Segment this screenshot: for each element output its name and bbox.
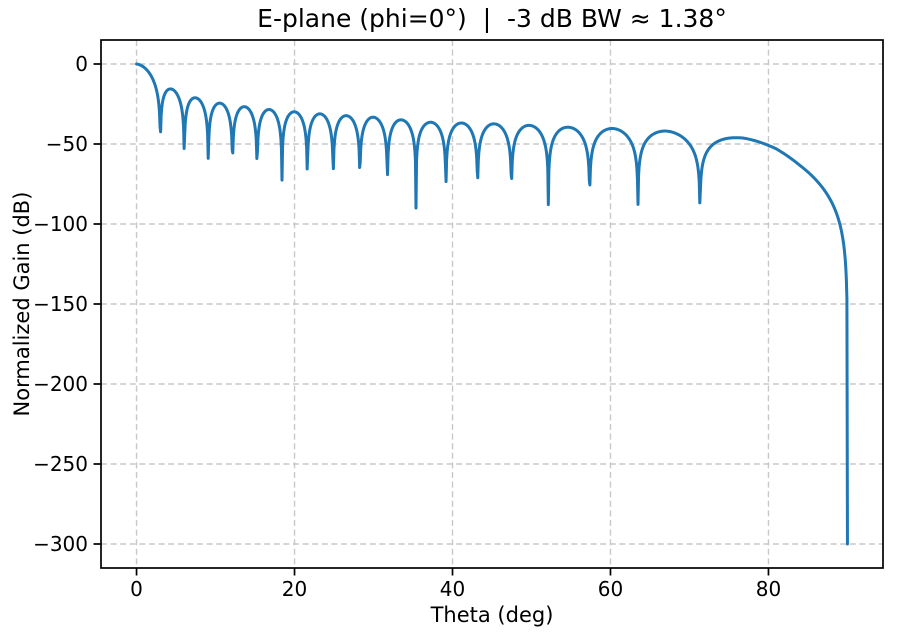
gain-curve (135, 62, 849, 546)
y-tick-label: −150 (33, 292, 88, 316)
x-axis-label: Theta (deg) (430, 603, 554, 627)
y-tick-label: −100 (33, 212, 88, 236)
y-tick-label: −300 (33, 532, 88, 556)
y-tick-label: −50 (46, 132, 88, 156)
chart-title: E-plane (phi=0°) | -3 dB BW ≈ 1.38° (257, 4, 727, 33)
y-tick-label: 0 (75, 52, 88, 76)
x-tick-label: 60 (598, 577, 623, 601)
x-tick-label: 20 (282, 577, 307, 601)
y-tick-label: −200 (33, 372, 88, 396)
y-tick-label: −250 (33, 452, 88, 476)
x-tick-label: 80 (756, 577, 781, 601)
x-tick-label: 40 (440, 577, 465, 601)
x-tick-label: 0 (130, 577, 143, 601)
